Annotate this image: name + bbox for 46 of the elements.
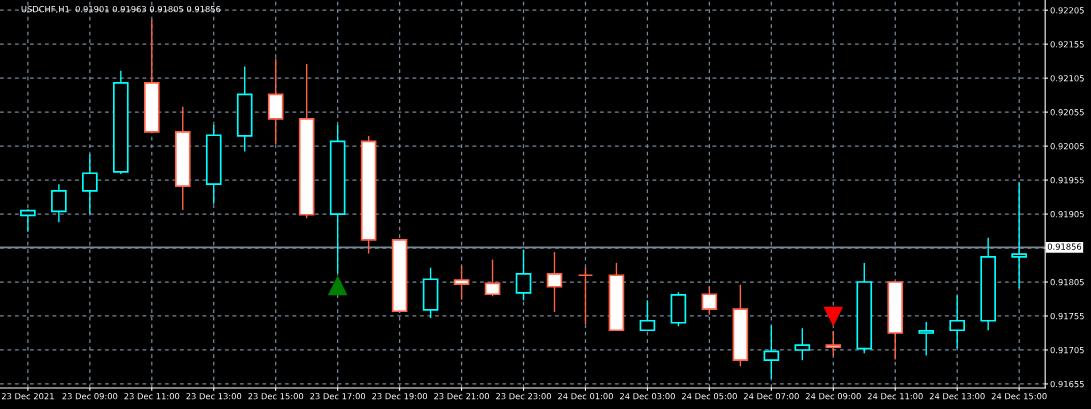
y-tick-label: 0.91755 [1050, 312, 1084, 320]
x-tick-label: 24 Dec 01:00 [558, 393, 613, 400]
y-tick-label: 0.92005 [1050, 143, 1084, 150]
candlestick [20, 208, 36, 233]
x-tick-label: 24 Dec 11:00 [867, 393, 923, 400]
candlestick [453, 265, 470, 301]
x-tick-label: 24 Dec 09:00 [805, 393, 861, 400]
x-tick-label: 23 Dec 2021 [1, 393, 54, 400]
candlestick [484, 258, 501, 297]
candlestick [82, 153, 98, 215]
ref-line-label: 0.91856 [1047, 243, 1082, 250]
y-tick-label: 0.92205 [1050, 7, 1084, 14]
x-tick-label: 23 Dec 23:00 [496, 393, 551, 400]
candlestick [701, 285, 718, 316]
x-tick-label: 23 Dec 19:00 [372, 393, 428, 400]
x-tick-label: 23 Dec 17:00 [310, 393, 366, 400]
y-tick-label: 0.91955 [1050, 177, 1084, 184]
candlestick [51, 183, 67, 223]
x-tick-label: 23 Dec 15:00 [248, 393, 304, 400]
y-tick-label: 0.91905 [1050, 211, 1084, 218]
candlestick [639, 299, 656, 332]
x-tick-label: 24 Dec 13:00 [929, 393, 985, 400]
candlestick [515, 249, 532, 302]
x-tick-label: 23 Dec 13:00 [186, 393, 242, 400]
x-tick-label: 24 Dec 07:00 [743, 393, 799, 400]
x-tick-label: 24 Dec 05:00 [681, 393, 737, 400]
y-tick-label: 0.91705 [1050, 346, 1084, 354]
candlestick [577, 267, 594, 325]
candlestick [794, 327, 811, 361]
candlestick [763, 324, 780, 380]
text: USDCHF,H1 0.91901 0.91963 0.91805 0.91856 [21, 5, 221, 14]
y-tick-label: 0.92105 [1050, 75, 1084, 82]
x-tick-label: 23 Dec 11:00 [124, 393, 180, 400]
candlestick [949, 294, 966, 350]
x-tick-label: 24 Dec 03:00 [620, 393, 675, 400]
candlestick [546, 251, 563, 313]
y-tick-label: 0.92055 [1050, 109, 1084, 116]
x-tick-label: 23 Dec 09:00 [62, 393, 118, 400]
candlestick [825, 330, 842, 357]
y-tick-label: 0.92155 [1050, 41, 1084, 48]
y-tick-label: 0.91655 [1050, 380, 1084, 388]
y-tick-label: 0.91805 [1050, 278, 1084, 286]
x-tick-label: 23 Dec 21:00 [434, 393, 490, 400]
candlestick [918, 321, 935, 357]
x-tick-label: 24 Dec 15:00 [991, 393, 1047, 400]
candlestick [1011, 182, 1027, 289]
